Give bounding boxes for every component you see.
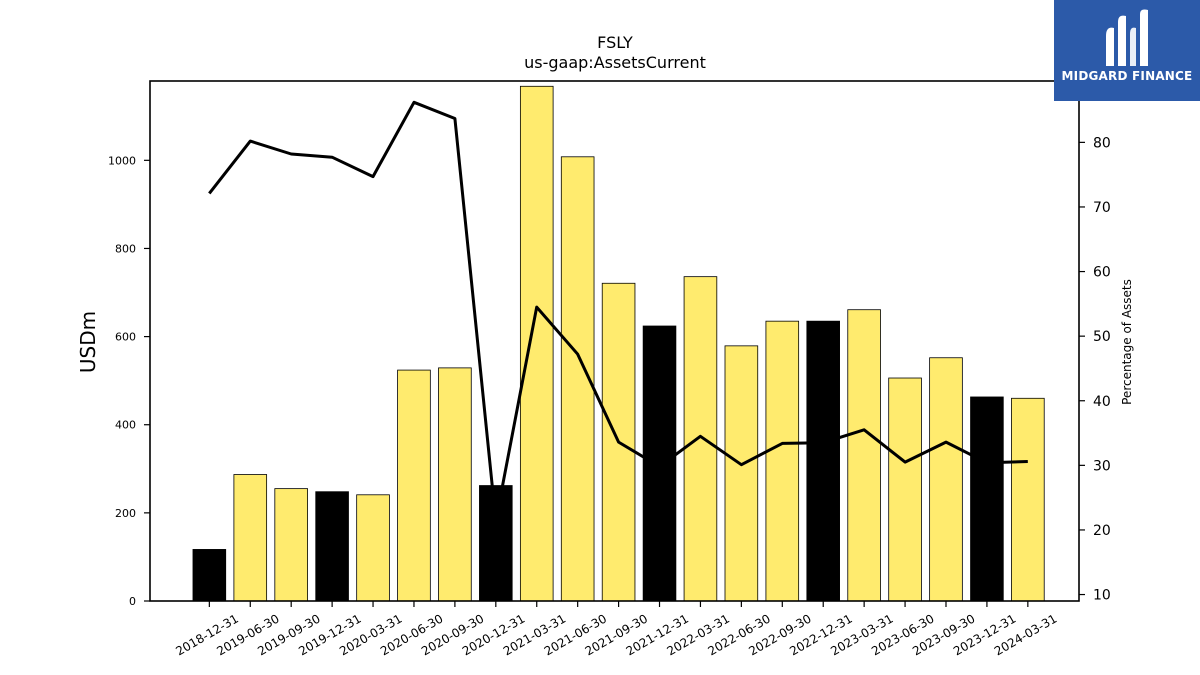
plot-frame — [149, 80, 1080, 602]
y-tick-label-400: 400 — [115, 419, 136, 432]
y2-tick-label-70: 70 — [1093, 200, 1111, 216]
bar-2023-12-31 — [970, 396, 1004, 602]
bar-2020-09-30 — [438, 367, 472, 602]
logo-mark-icon — [1106, 9, 1148, 67]
y-tick-label-600: 600 — [115, 331, 136, 344]
y-tick-label-1000: 1000 — [108, 154, 136, 167]
y-tick-label-200: 200 — [115, 507, 136, 520]
bar-2023-09-30 — [929, 357, 963, 602]
midgard-finance-logo: MIDGARD FINANCE — [1054, 0, 1200, 101]
bar-2024-03-31 — [1011, 397, 1045, 602]
bar-2020-12-31 — [479, 485, 513, 602]
bar-2021-03-31 — [519, 85, 554, 602]
bar-2020-06-30 — [397, 369, 431, 602]
bar-2022-03-31 — [683, 276, 718, 602]
y2-axis-label: Percentage of Assets — [1120, 279, 1134, 405]
bar-2019-12-31 — [315, 491, 349, 602]
y-axis-label: USDm — [76, 311, 100, 373]
bar-2019-06-30 — [233, 474, 268, 602]
bar-2022-06-30 — [724, 345, 759, 602]
chart-subtitle: us-gaap:AssetsCurrent — [524, 53, 706, 72]
y2-tick-label-50: 50 — [1093, 329, 1111, 345]
bar-2023-06-30 — [888, 377, 922, 602]
y2-tick-label-30: 30 — [1093, 458, 1111, 474]
bar-2022-12-31 — [806, 320, 840, 602]
y2-tick-label-20: 20 — [1093, 523, 1111, 539]
bar-2020-03-31 — [356, 494, 390, 602]
y2-tick-label-60: 60 — [1093, 265, 1111, 281]
y-tick-label-0: 0 — [129, 595, 136, 608]
bar-2023-03-31 — [847, 309, 881, 602]
y2-tick-label-40: 40 — [1093, 394, 1111, 410]
y2-tick-label-80: 80 — [1093, 135, 1111, 151]
chart-title: FSLY — [597, 33, 633, 52]
line-layer — [208, 100, 1028, 523]
bar-2019-09-30 — [274, 488, 308, 602]
bar-2018-12-31 — [192, 549, 227, 602]
bar-2021-12-31 — [642, 325, 677, 602]
bars-layer — [192, 85, 1045, 602]
bar-2022-09-30 — [765, 320, 800, 602]
y2-tick-label-10: 10 — [1093, 588, 1111, 604]
y-tick-label-800: 800 — [115, 242, 136, 255]
logo-text: MIDGARD FINANCE — [1061, 69, 1193, 83]
